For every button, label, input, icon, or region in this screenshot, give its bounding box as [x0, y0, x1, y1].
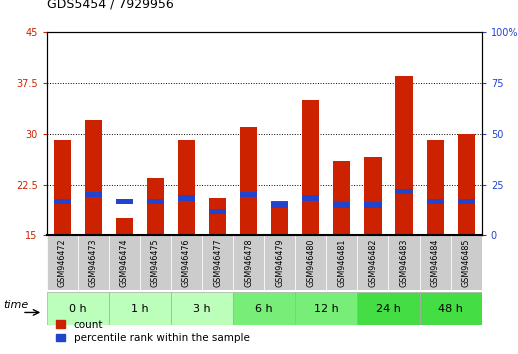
Bar	[54, 141, 70, 235]
Bar	[171, 292, 233, 325]
Bar	[271, 201, 288, 235]
Text: GSM946483: GSM946483	[399, 239, 409, 287]
Text: GSM946477: GSM946477	[213, 239, 222, 287]
Text: GSM946482: GSM946482	[368, 239, 378, 287]
Bar	[357, 235, 388, 290]
Bar	[209, 198, 226, 235]
Bar	[457, 133, 474, 235]
Bar	[295, 235, 326, 290]
Bar	[54, 199, 70, 204]
Bar	[233, 292, 295, 325]
Bar	[264, 235, 295, 290]
Text: 0 h: 0 h	[69, 303, 87, 314]
Text: GSM946484: GSM946484	[430, 239, 440, 287]
Legend: count, percentile rank within the sample: count, percentile rank within the sample	[52, 315, 254, 347]
Bar	[364, 202, 381, 207]
Bar	[109, 235, 140, 290]
Bar	[334, 202, 350, 207]
Bar	[240, 192, 257, 198]
Bar	[420, 292, 482, 325]
Bar	[209, 209, 226, 215]
Text: 1 h: 1 h	[131, 303, 149, 314]
Bar	[233, 235, 264, 290]
Text: GSM946478: GSM946478	[244, 239, 253, 287]
Bar	[178, 141, 195, 235]
Bar	[295, 292, 357, 325]
Text: GSM946485: GSM946485	[462, 239, 471, 287]
Text: time: time	[4, 300, 29, 310]
Bar	[178, 195, 195, 201]
Bar	[84, 120, 102, 235]
Text: GSM946479: GSM946479	[275, 239, 284, 287]
Text: GSM946481: GSM946481	[337, 239, 347, 287]
Bar	[116, 218, 133, 235]
Bar	[427, 199, 443, 204]
Text: GSM946472: GSM946472	[57, 239, 67, 287]
Text: GSM946475: GSM946475	[151, 239, 160, 287]
Bar	[302, 100, 319, 235]
Bar	[240, 127, 257, 235]
Bar	[334, 161, 350, 235]
Bar	[357, 292, 420, 325]
Bar	[116, 199, 133, 204]
Text: 3 h: 3 h	[193, 303, 211, 314]
Bar	[109, 292, 171, 325]
Text: GSM946474: GSM946474	[120, 239, 129, 287]
Bar	[140, 235, 171, 290]
Bar	[302, 195, 319, 201]
Bar	[147, 199, 164, 204]
Bar	[171, 235, 202, 290]
Bar	[84, 192, 102, 198]
Bar	[326, 235, 357, 290]
Bar	[427, 141, 443, 235]
Text: 12 h: 12 h	[314, 303, 339, 314]
Text: GSM946476: GSM946476	[182, 239, 191, 287]
Text: 48 h: 48 h	[438, 303, 463, 314]
Bar	[457, 199, 474, 204]
Bar	[147, 178, 164, 235]
Bar	[388, 235, 420, 290]
Bar	[47, 292, 109, 325]
Bar	[78, 235, 109, 290]
Bar	[364, 158, 381, 235]
Bar	[451, 235, 482, 290]
Text: 6 h: 6 h	[255, 303, 273, 314]
Bar	[271, 202, 288, 207]
Bar	[395, 76, 412, 235]
Text: 24 h: 24 h	[376, 303, 401, 314]
Bar	[47, 235, 78, 290]
Text: GSM946480: GSM946480	[306, 239, 315, 287]
Text: GDS5454 / 7929956: GDS5454 / 7929956	[47, 0, 174, 11]
Bar	[395, 189, 412, 194]
Bar	[420, 235, 451, 290]
Text: GSM946473: GSM946473	[89, 239, 98, 287]
Bar	[202, 235, 233, 290]
